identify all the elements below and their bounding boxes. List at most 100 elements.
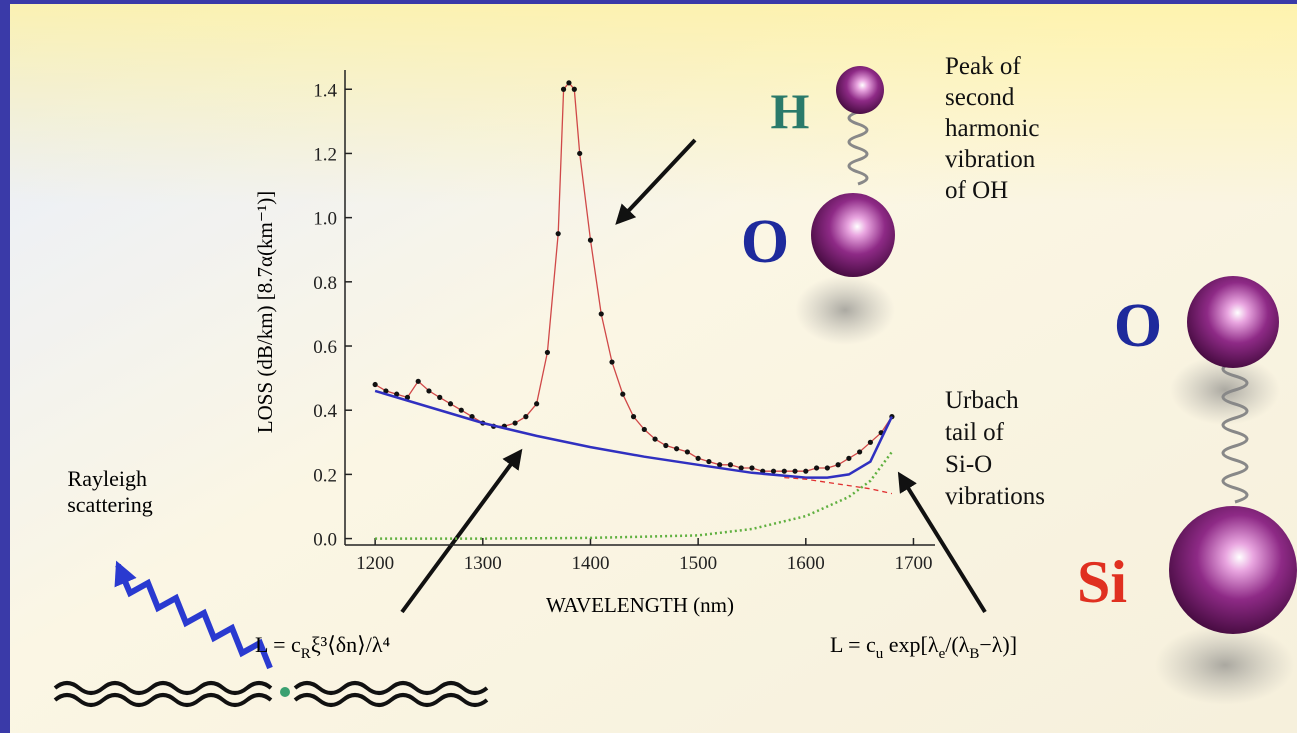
data-point [684,449,690,455]
atom-label: O [1114,292,1162,360]
formula-part: ξ³⟨δn⟩/λ⁴ [311,632,391,657]
arrow [897,471,987,614]
formula-subscript: B [969,646,979,662]
line: harmonic [945,115,1039,142]
data-point [803,468,809,474]
data-point [695,455,701,461]
background-glow [10,4,1297,204]
line: Si-O [945,451,992,478]
urbach-annotation: Urbach tail of Si-O vibrations [945,387,1045,510]
x-tick-label: 1400 [571,553,609,574]
line: tail of [945,419,1005,446]
series-line [374,389,894,479]
data-point [674,446,680,452]
formula-part: exp[λ [883,632,939,657]
x-axis-label: WAVELENGTH (nm) [546,593,734,617]
atom-label: Si [1077,549,1127,615]
arrow [400,448,523,614]
x-tick-label: 1700 [894,553,932,574]
data-point [447,401,454,407]
data-point [749,465,755,471]
data-point [717,462,723,468]
formula-subscript: u [876,646,884,662]
line: of OH [945,177,1008,204]
plot: 0.0 0.2 0.4 0.6 0.8 1.0 1.2 1.4 1200 1300 1400 1500… [313,70,935,574]
rayleigh-formula: L = cRξ³⟨δn⟩/λ⁴ [255,632,391,662]
line: Rayleigh [68,466,147,491]
data-point [630,414,637,420]
data-point [512,420,518,426]
line: second [945,84,1015,111]
formula-subscript: R [301,646,311,662]
data-point [404,394,411,400]
formula-part: −λ)] [979,632,1017,657]
data-point [641,426,647,433]
data-point [415,378,421,384]
data-point [835,462,841,468]
data-point [469,414,475,420]
y-tick-label: 1.0 [313,209,337,230]
data-point [663,442,669,449]
data-point [560,86,567,92]
data-point [577,150,583,157]
y-tick-label: 1.4 [313,80,337,101]
y-tick-label: 0.4 [313,401,337,422]
urbach-formula: L = cu exp[λe/(λB−λ)] [830,632,1017,662]
data-point [824,465,830,471]
formula-subscript: e [939,646,946,662]
data-point [458,407,464,413]
line: Peak of [945,53,1021,80]
molecule-oh [795,66,895,345]
arrow [615,138,697,225]
data-point [846,455,852,461]
data-point [383,388,389,394]
data-point [437,394,443,400]
peak-annotation: Peak of second harmonic vibration of OH [945,53,1046,204]
x-tick-label: 1200 [356,553,394,574]
data-point [372,381,378,388]
data-point [792,468,798,474]
x-tick-label: 1600 [787,553,825,574]
data-point [738,465,744,471]
atom-label: H [771,83,810,139]
atom-label: O [741,208,789,276]
formula-part: L = c [830,632,876,657]
data-point [394,391,400,397]
data-point [523,414,529,420]
data-point [770,468,777,474]
data-point [781,468,787,474]
data-point [857,449,863,455]
data-point [426,388,432,394]
fiber [53,681,489,707]
y-tick-label: 0.2 [313,465,337,486]
rayleigh-arrow [114,560,273,670]
data-point [813,465,820,471]
x-tick-label: 1300 [464,553,502,574]
data-point [652,436,658,442]
line: Urbach [945,387,1019,414]
data-point [544,349,551,356]
data-point [727,462,734,468]
data-point [598,311,604,317]
y-tick-label: 0.6 [313,337,337,358]
data-point [566,80,572,86]
data-point [555,231,561,237]
y-tick-label: 0.8 [313,273,337,294]
line: vibrations [945,483,1045,510]
line: scattering [67,492,153,517]
data-point [706,458,712,465]
line: vibration [945,146,1036,173]
y-tick-label: 1.2 [313,144,337,165]
series-line [784,476,893,495]
x-tick-label: 1500 [679,553,717,574]
data-point [867,439,874,445]
formula-part: /(λ [945,632,969,657]
data-point [534,401,540,407]
formula-part: L = c [255,632,301,657]
rayleigh-annotation: Rayleigh scattering [67,466,153,517]
y-tick-label: 0.0 [313,530,337,551]
data-point [620,391,626,397]
y-axis-label: LOSS (dB/km) [8.7α(km⁻¹)] [253,191,277,433]
data-point [609,359,615,365]
